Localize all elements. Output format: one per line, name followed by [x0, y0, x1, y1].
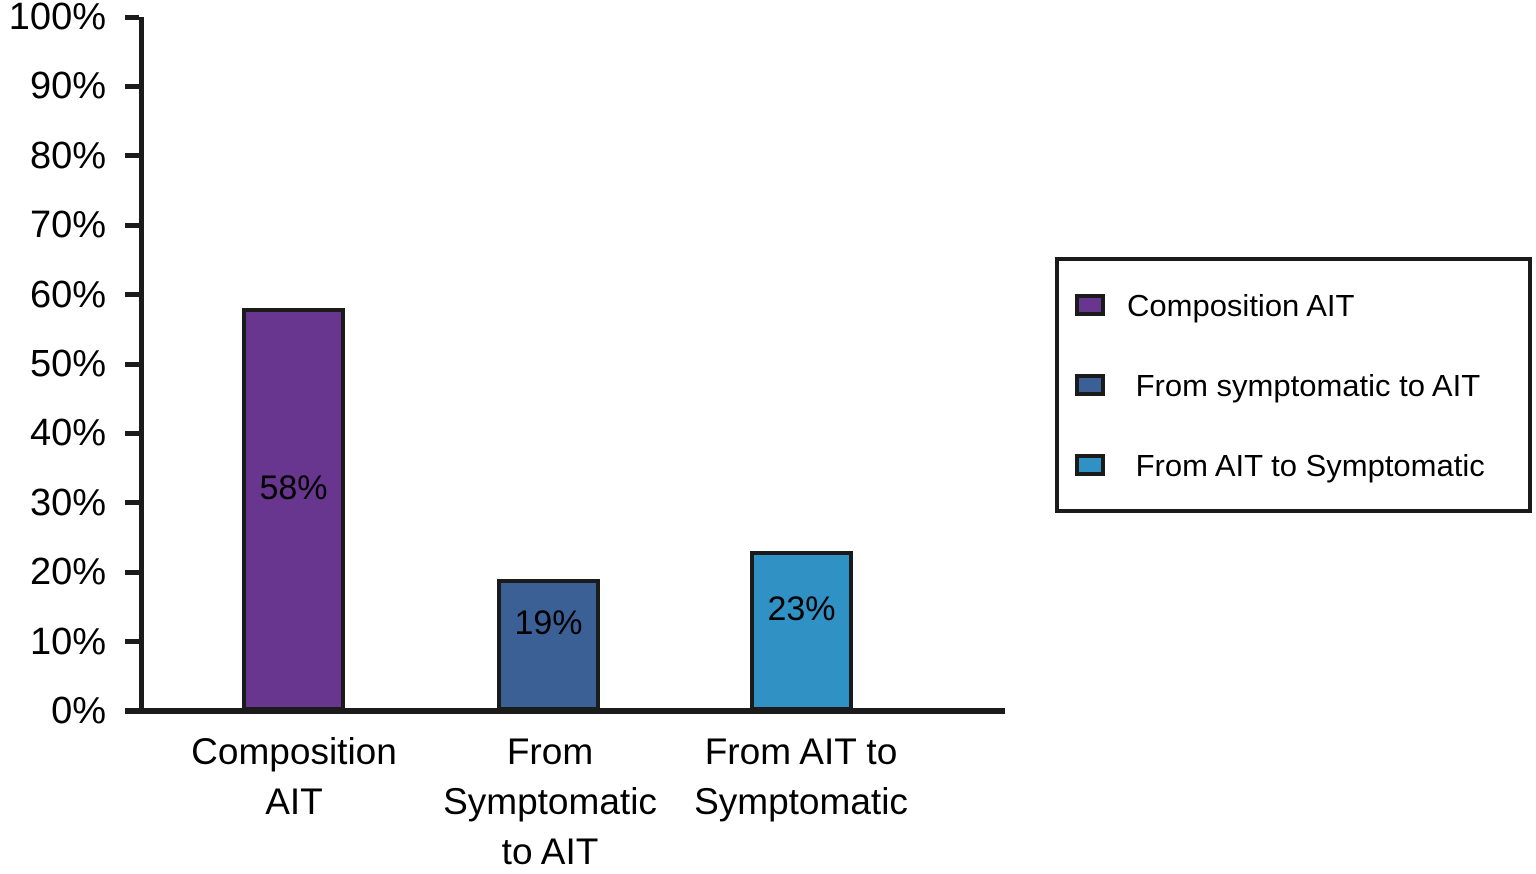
legend-label: From AIT to Symptomatic [1127, 447, 1485, 483]
y-axis-tick-label: 60% [29, 274, 106, 316]
y-axis-tick-label: 70% [29, 204, 106, 246]
y-axis-tick-label: 80% [29, 135, 106, 177]
x-axis-category-label: From AIT to Symptomatic [694, 731, 908, 822]
x-axis-category-label: From Symptomatic to AIT [443, 731, 657, 872]
legend-item: From AIT to Symptomatic [1075, 447, 1524, 483]
y-axis-tick-label: 100% [8, 0, 106, 38]
bar: 19% [497, 579, 600, 711]
y-axis-tick [125, 500, 139, 505]
bar: 58% [242, 308, 345, 711]
y-axis-tick [125, 223, 139, 228]
legend-label: From symptomatic to AIT [1127, 367, 1481, 403]
legend-swatch [1075, 454, 1105, 476]
y-axis-tick-label: 40% [29, 412, 106, 454]
legend: Composition AIT From symptomatic to AIT … [1055, 257, 1532, 513]
y-axis-tick-label: 20% [29, 551, 106, 593]
bar-value-label: 23% [767, 590, 836, 628]
y-axis-tick-label: 90% [29, 65, 106, 107]
bar: 23% [750, 551, 853, 711]
bar-value-label: 19% [514, 604, 583, 642]
legend-item: Composition AIT [1075, 287, 1524, 323]
x-axis-category-label: Composition AIT [191, 731, 397, 822]
y-axis-tick-label: 0% [51, 690, 106, 732]
y-axis-tick [125, 15, 139, 20]
y-axis-tick [125, 153, 139, 158]
y-axis-line [139, 17, 144, 714]
y-axis-tick [125, 639, 139, 644]
bar-value-label: 58% [259, 468, 328, 507]
y-axis-tick-label: 50% [29, 343, 106, 385]
legend-item: From symptomatic to AIT [1075, 367, 1524, 403]
y-axis-tick-label: 10% [29, 621, 106, 663]
y-axis-tick [125, 570, 139, 575]
legend-swatch [1075, 294, 1105, 316]
y-axis-tick [125, 84, 139, 89]
y-axis-tick [125, 292, 139, 297]
x-axis-line [125, 708, 1005, 714]
y-axis-tick [125, 431, 139, 436]
y-axis-tick [125, 362, 139, 367]
legend-swatch [1075, 374, 1105, 396]
legend-label: Composition AIT [1127, 287, 1355, 323]
y-axis-tick-label: 30% [29, 482, 106, 524]
